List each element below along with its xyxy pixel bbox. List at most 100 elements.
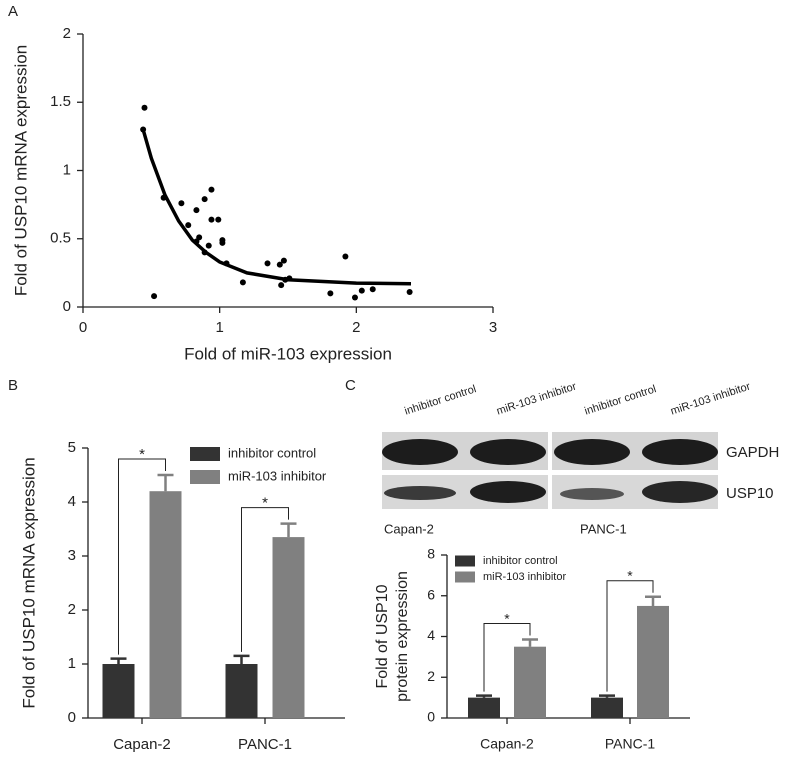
data-point [196,234,203,241]
significance-mark: * [139,446,145,463]
data-point [280,257,287,264]
x-tick-label: Capan-2 [480,736,534,752]
panel-label: B [8,377,18,394]
fit-line [141,129,412,286]
bar [272,537,305,718]
error-bar [599,694,615,698]
data-point [160,194,167,201]
data-point [276,261,283,268]
error-bar [233,654,250,664]
data-point [140,126,147,133]
data-point [208,216,215,223]
significance-bracket [606,580,654,692]
y-tick-label: 2 [68,601,76,618]
error-bar [110,657,127,664]
panel-label: C [345,377,356,394]
bar [225,664,258,718]
legend-label: miR-103 inhibitor [483,571,566,583]
y-tick-label: 6 [427,586,435,602]
data-point [278,282,285,289]
y-tick-label: 1 [63,161,71,178]
y-axis-label: Fold of USP10 [374,584,391,688]
bar [468,697,500,718]
data-point [286,275,293,282]
data-point [239,279,246,286]
bar [591,697,623,718]
y-tick-label: 8 [427,546,435,562]
x-tick-label: 0 [79,319,87,336]
y-tick-label: 4 [427,627,435,643]
data-point [219,239,226,246]
error-bar [157,473,174,492]
bar [637,605,669,718]
data-point [208,186,215,193]
data-point [327,290,334,297]
y-tick-label: 1.5 [50,93,71,110]
significance-bracket [118,458,166,655]
legend-label: inhibitor control [483,555,558,567]
data-point [223,260,230,267]
significance-mark: * [262,495,268,512]
data-point [151,293,158,300]
significance-bracket [483,623,531,692]
y-tick-label: 0.5 [50,230,71,247]
data-point [201,196,208,203]
data-point [406,288,413,295]
legend-swatch [455,555,475,567]
y-axis-label: Fold of USP10 mRNA expression [11,45,30,296]
y-tick-label: 2 [63,25,71,42]
data-point [193,207,200,214]
x-tick-label: PANC-1 [605,736,656,752]
error-bar [522,638,538,647]
legend-swatch [190,447,220,461]
x-axis-label: Fold of miR-103 expression [184,344,392,363]
data-point [201,249,208,256]
error-bar [476,694,492,698]
data-point [185,222,192,229]
cell-line-label: Capan-2 [384,521,434,536]
blot-row-label: USP10 [726,485,774,502]
bar [102,664,135,718]
data-point [141,104,148,111]
data-point [342,253,349,260]
bar [514,646,546,718]
x-tick-label: 3 [489,319,497,336]
x-tick-label: 1 [215,319,223,336]
error-bar [645,595,661,606]
x-tick-label: PANC-1 [238,736,292,753]
lane-label: inhibitor control [403,383,478,417]
significance-mark: * [504,610,510,626]
y-tick-label: 1 [68,655,76,672]
lane-label: miR-103 inhibitor [495,380,578,417]
data-point [264,260,271,267]
y-tick-label: 2 [427,668,435,684]
blot-row-label: GAPDH [726,444,779,461]
data-point [351,294,358,301]
data-point [205,242,212,249]
data-point [215,216,222,223]
cell-line-label: PANC-1 [580,521,627,536]
lane-label: miR-103 inhibitor [669,380,752,417]
legend-label: inhibitor control [228,445,316,460]
y-axis-label: Fold of USP10 mRNA expression [19,457,38,708]
x-tick-label: Capan-2 [113,736,171,753]
panel-label: A [8,3,18,20]
y-tick-label: 5 [68,439,76,456]
legend-label: miR-103 inhibitor [228,468,327,483]
bar [149,491,182,718]
legend-swatch [190,470,220,484]
y-axis-label: protein expression [394,571,411,702]
western-blot [382,432,718,509]
y-tick-label: 0 [427,709,435,725]
data-point [178,200,185,207]
y-tick-label: 0 [63,298,71,315]
significance-bracket [241,507,289,652]
y-tick-label: 3 [68,547,76,564]
data-point [369,286,376,293]
lane-label: inhibitor control [583,383,658,417]
x-tick-label: 2 [352,319,360,336]
data-point [358,287,365,294]
y-tick-label: 4 [68,493,76,510]
y-tick-label: 0 [68,709,76,726]
